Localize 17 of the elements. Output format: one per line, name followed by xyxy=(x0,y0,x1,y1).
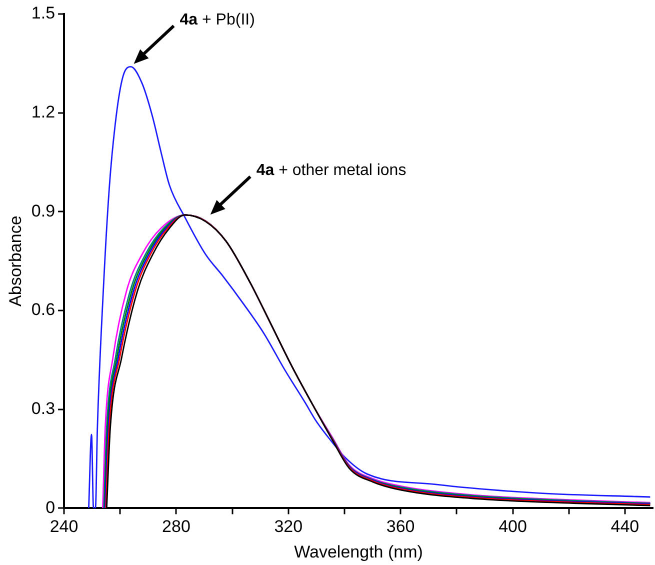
y-tick-label: 0 xyxy=(46,498,56,517)
annotation: 4a + Pb(II) xyxy=(180,11,255,28)
y-tick-label: 1.2 xyxy=(31,102,56,122)
x-tick-label: 400 xyxy=(498,517,527,536)
x-tick-label: 440 xyxy=(610,517,640,536)
y-tick-label: 1.5 xyxy=(31,4,56,23)
x-tick-label: 280 xyxy=(162,517,190,536)
x-axis-title: Wavelength (nm) xyxy=(294,542,423,562)
annotation: 4a + other metal ions xyxy=(256,162,406,180)
y-tick-label: 0.6 xyxy=(31,300,56,320)
y-axis-title: Absorbance xyxy=(6,216,25,306)
x-tick-label: 240 xyxy=(50,517,78,536)
y-tick-label: 0.9 xyxy=(31,201,56,220)
line-series xyxy=(88,66,651,508)
x-tick-label: 320 xyxy=(274,517,303,536)
x-tick-label: 360 xyxy=(386,517,415,536)
y-tick-label: 0.3 xyxy=(31,399,56,418)
